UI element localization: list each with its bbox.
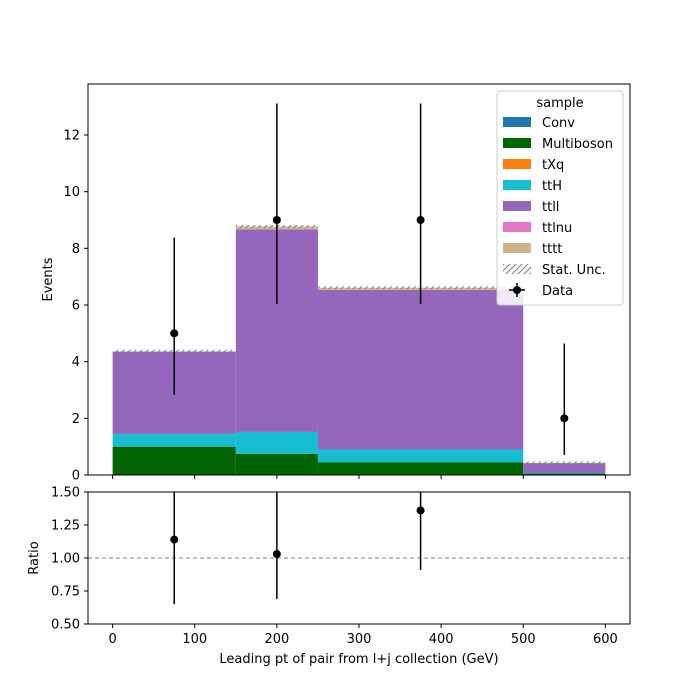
- legend-title: sample: [536, 96, 583, 111]
- ratio-x-tick-label: 400: [429, 632, 454, 647]
- main-y-tick-label: 10: [63, 185, 80, 200]
- main-y-tick-label: 0: [72, 469, 80, 484]
- legend-swatch-stat-unc: [503, 264, 531, 274]
- ratio-y-tick-label: 1.00: [51, 552, 80, 567]
- legend-swatch-txq: [503, 159, 531, 169]
- ratio-y-ticks: 0.50 0.75 1.00 1.25 1.50: [51, 486, 88, 633]
- ratio-x-tick-label: 0: [108, 632, 116, 647]
- bar-tth-bin-3: [523, 473, 606, 474]
- bar-ttll-bin-3: [523, 463, 606, 474]
- main-y-tick-label: 4: [72, 355, 80, 370]
- bar-tth-bin-0: [112, 433, 236, 447]
- ratio-points: [170, 492, 425, 605]
- legend: sample Conv Multiboson tXq ttH ttll ttlnu tttt S…: [496, 90, 624, 306]
- data-points: [170, 103, 569, 455]
- ratio-y-axis-label: Ratio: [27, 541, 42, 574]
- x-axis-label: Leading pt of pair from l+j collection (…: [219, 652, 498, 667]
- legend-label-ttll: ttll: [542, 200, 559, 215]
- ratio-y-tick-label: 0.75: [51, 585, 80, 600]
- main-x-ticks: [112, 475, 606, 479]
- legend-label-tth: ttH: [542, 179, 562, 194]
- legend-label-tttt: tttt: [542, 242, 562, 257]
- legend-swatch-tttt: [503, 243, 531, 253]
- ratio-x-tick-label: 500: [511, 632, 536, 647]
- ratio-plot-frame: [87, 491, 631, 625]
- data-point-0: [170, 329, 179, 338]
- legend-label-data: Data: [542, 284, 573, 299]
- ratio-x-ticks: 0 100 200 300 400 500 600: [108, 624, 618, 647]
- legend-swatch-conv: [503, 117, 531, 127]
- legend-data-marker: [513, 286, 521, 294]
- main-y-tick-label: 8: [72, 242, 80, 257]
- data-point-1: [272, 216, 281, 224]
- main-y-tick-label: 12: [63, 129, 80, 144]
- main-y-tick-label: 6: [72, 299, 80, 314]
- stat-unc-bin-3: [523, 461, 606, 465]
- main-y-axis-label: Events: [41, 257, 56, 301]
- bar-multiboson-bin-2: [317, 462, 524, 475]
- ratio-x-tick-label: 200: [264, 632, 289, 647]
- main-y-ticks: 0 2 4 6 8 10 12: [63, 129, 88, 484]
- legend-label-multiboson: Multiboson: [542, 137, 613, 152]
- bar-multiboson-bin-0: [112, 446, 236, 475]
- legend-label-stat-unc: Stat. Unc.: [542, 263, 606, 278]
- ratio-point-0: [170, 535, 179, 544]
- ratio-point-2: [416, 506, 425, 515]
- ratio-x-tick-label: 100: [182, 632, 207, 647]
- data-point-3: [560, 414, 569, 423]
- legend-label-txq: tXq: [542, 158, 564, 173]
- bar-multiboson-bin-3: [523, 473, 606, 475]
- ratio-y-tick-label: 1.50: [51, 486, 80, 501]
- legend-swatch-multiboson: [503, 138, 531, 148]
- data-point-2: [416, 216, 425, 224]
- legend-label-conv: Conv: [542, 116, 575, 131]
- bar-tth-bin-1: [235, 431, 318, 454]
- ratio-point-1: [272, 550, 281, 559]
- bar-multiboson-bin-1: [235, 453, 318, 475]
- bar-tth-bin-2: [317, 449, 524, 463]
- main-y-tick-label: 2: [72, 412, 80, 427]
- bar-ttll-bin-2: [317, 289, 524, 450]
- ratio-y-tick-label: 0.50: [51, 618, 80, 633]
- ratio-x-tick-label: 600: [593, 632, 618, 647]
- ratio-panel: 0 100 200 300 400 500 600 0.50 0.75 1.00 1.25 1.50…: [27, 486, 631, 667]
- legend-label-ttlnu: ttlnu: [542, 221, 572, 236]
- legend-swatch-ttll: [503, 201, 531, 211]
- main-panel: 0 2 4 6 8 10 12 Events sample Conv Multiboson tXq…: [41, 83, 631, 484]
- legend-swatch-tth: [503, 180, 531, 190]
- legend-swatch-ttlnu: [503, 222, 531, 232]
- ratio-x-tick-label: 300: [347, 632, 372, 647]
- ratio-y-tick-label: 1.25: [51, 519, 80, 534]
